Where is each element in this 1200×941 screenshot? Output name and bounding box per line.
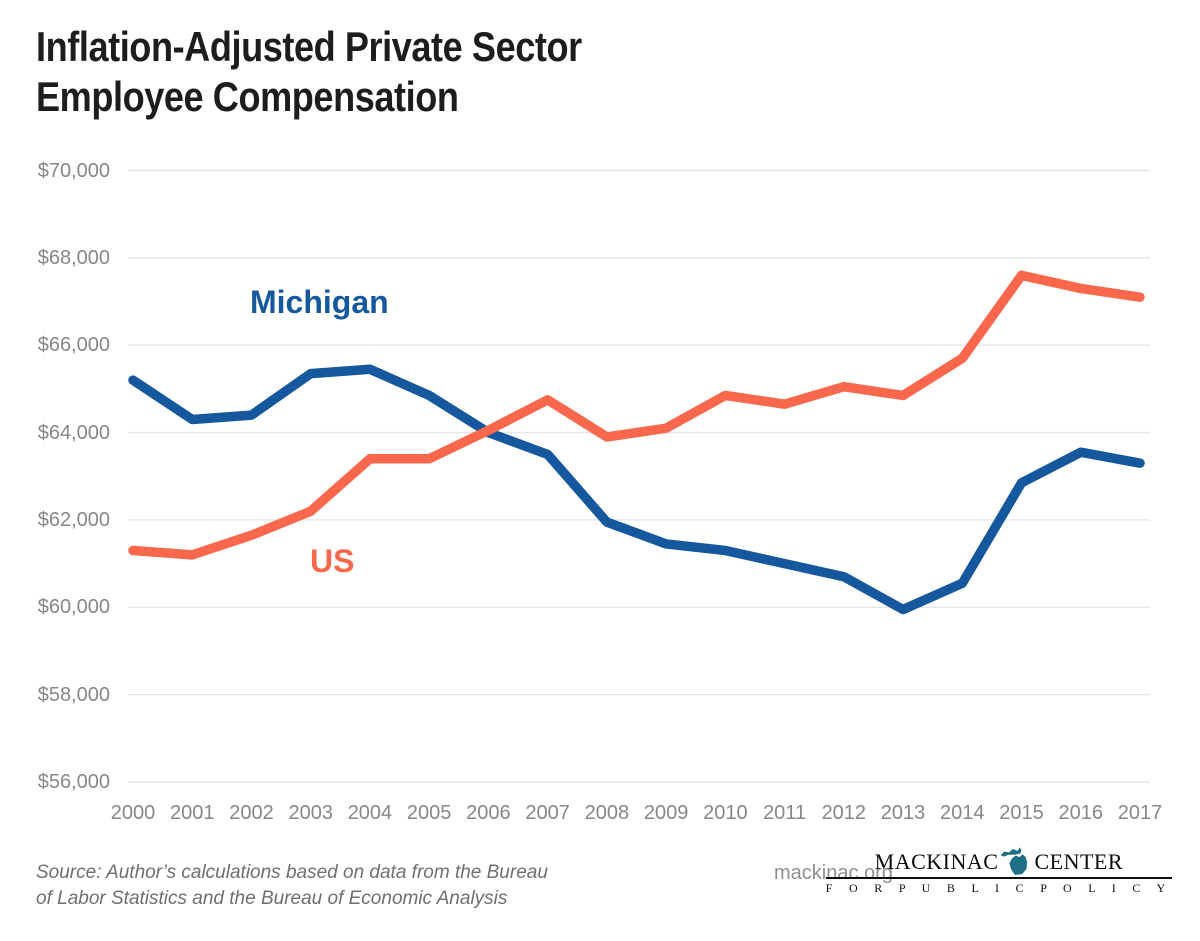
x-tick-label: 2005 (406, 802, 452, 824)
michigan-state-icon (1000, 847, 1032, 875)
us-series-label: US (310, 543, 355, 579)
x-tick-label: 2001 (169, 802, 215, 824)
x-tick-label: 2010 (703, 802, 748, 824)
y-tick-label: $62,000 (37, 508, 110, 531)
source-note-line-1: Source: Author’s calculations based on d… (36, 862, 548, 883)
x-tick-label: 2012 (821, 802, 867, 824)
y-tick-label: $68,000 (37, 246, 110, 269)
compensation-line-chart: $70,000 $68,000 $66,000 $64,000 $62,000 $60,0… (37, 159, 1163, 825)
logo-word-mackinac: MACKINAC (874, 849, 999, 874)
x-tick-label: 2014 (940, 802, 985, 824)
chart-title: Inflation-Adjusted Private Sector Employ… (36, 22, 582, 122)
logo-subtitle: F O R P U B L I C P O L I C Y (825, 877, 1172, 895)
y-tick-label: $70,000 (37, 159, 110, 182)
x-tick-label: 2009 (643, 802, 689, 824)
x-tick-label: 2006 (466, 802, 511, 824)
x-tick-label: 2013 (880, 802, 926, 824)
y-tick-label: $58,000 (37, 683, 110, 706)
series-line-michigan (128, 364, 1145, 615)
plot-area (128, 169, 1150, 783)
x-tick-label: 2002 (229, 802, 274, 824)
x-tick-label: 2000 (110, 802, 156, 824)
x-tick-label: 2017 (1117, 802, 1163, 824)
x-tick-label: 2016 (1058, 802, 1104, 824)
x-tick-label: 2004 (347, 802, 393, 824)
y-tick-label: $64,000 (37, 421, 110, 444)
logo-word-center: CENTER (1034, 849, 1124, 874)
chart-title-line-2: Employee Compensation (36, 73, 459, 120)
x-tick-label: 2015 (999, 802, 1044, 824)
x-tick-label: 2003 (288, 802, 333, 824)
mackinac-center-logo: MACKINAC CENTER F O R P U B L I C P O L … (825, 847, 1172, 895)
source-note-line-2: of Labor Statistics and the Bureau of Ec… (36, 888, 508, 909)
y-tick-label: $60,000 (37, 596, 110, 619)
y-tick-label: $56,000 (37, 771, 110, 793)
x-tick-label: 2011 (763, 802, 807, 824)
logo-main-row: MACKINAC CENTER (826, 847, 1172, 875)
y-tick-label: $66,000 (37, 334, 110, 357)
source-note: Source: Author’s calculations based on d… (36, 860, 548, 912)
michigan-series-label: Michigan (250, 284, 389, 320)
chart-title-line-1: Inflation-Adjusted Private Sector (36, 23, 582, 70)
series-line-us (128, 270, 1145, 560)
x-tick-label: 2008 (584, 802, 630, 824)
x-tick-label: 2007 (525, 802, 570, 824)
